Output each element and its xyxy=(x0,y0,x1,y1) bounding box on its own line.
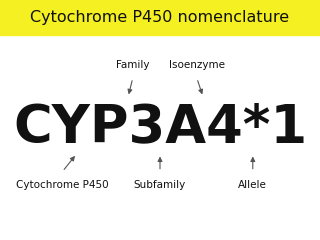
Text: Subfamily: Subfamily xyxy=(134,180,186,190)
Text: Family: Family xyxy=(116,60,149,70)
Text: Isoenzyme: Isoenzyme xyxy=(169,60,225,70)
FancyBboxPatch shape xyxy=(0,0,320,35)
Text: CYP3A4*1: CYP3A4*1 xyxy=(13,101,307,153)
Text: Cytochrome P450 nomenclature: Cytochrome P450 nomenclature xyxy=(30,10,290,25)
Text: Cytochrome P450: Cytochrome P450 xyxy=(16,180,109,190)
Text: Allele: Allele xyxy=(238,180,267,190)
